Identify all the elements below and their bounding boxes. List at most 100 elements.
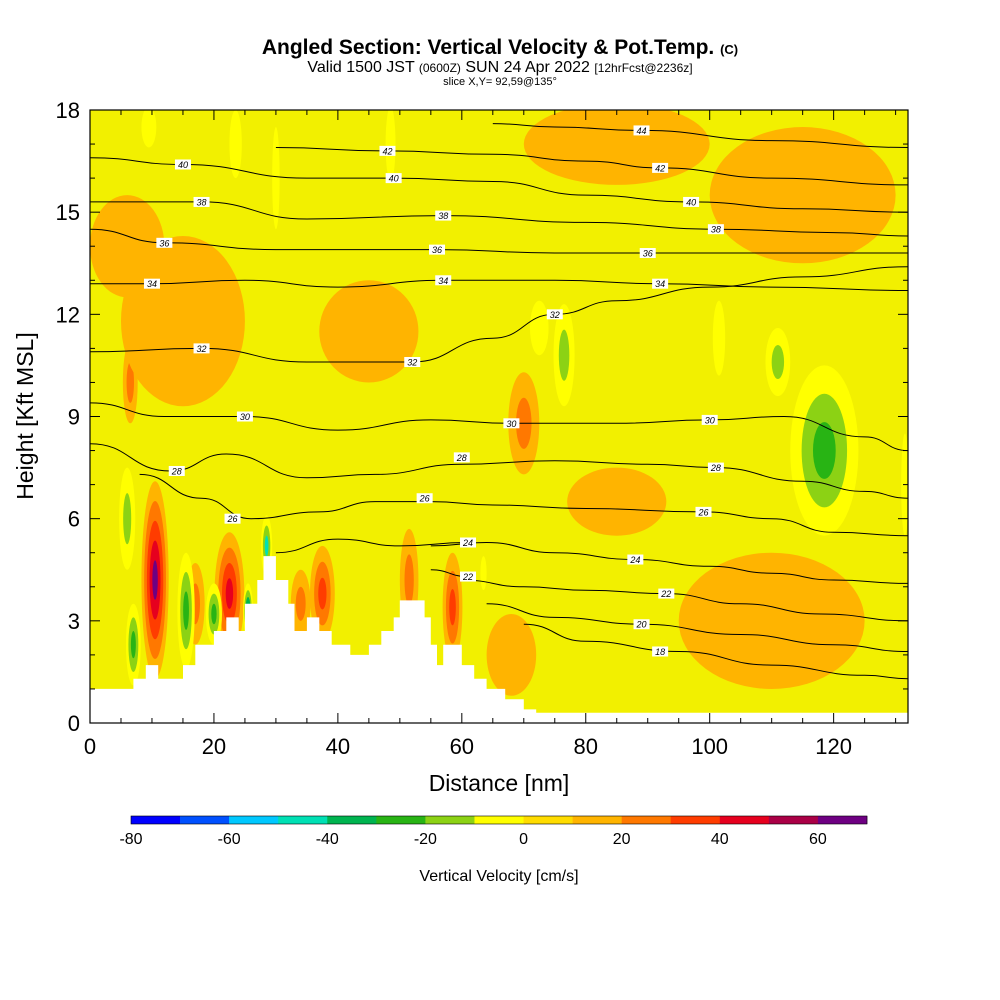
colorbar-swatch (768, 816, 819, 824)
velocity-cell (529, 300, 549, 356)
theta-contour-line (523, 623, 908, 680)
x-tick-label: 80 (574, 734, 598, 759)
velocity-cell (319, 280, 419, 383)
colorbar-swatch (180, 816, 230, 824)
y-tick-label: 6 (68, 507, 80, 532)
theta-contour-label-box (429, 244, 446, 255)
theta-contour-label: 30 (506, 419, 516, 429)
theta-contour-label-box (695, 506, 712, 517)
y-tick-label: 18 (56, 98, 80, 123)
colorbar-swatch (621, 816, 672, 824)
theta-contour-label: 38 (197, 197, 207, 207)
theta-contour-label: 18 (655, 647, 665, 657)
velocity-cell (272, 127, 280, 230)
x-tick-label: 60 (450, 734, 474, 759)
velocity-cell (211, 603, 217, 625)
theta-contour-label-box (236, 411, 253, 422)
theta-contour-label-box (658, 588, 675, 599)
y-tick-label: 12 (56, 302, 80, 327)
theta-contour-line (275, 538, 469, 554)
theta-contour-label: 30 (705, 415, 715, 425)
theta-contour-label: 32 (407, 358, 417, 368)
velocity-cell (812, 422, 836, 479)
theta-contour-label-box (683, 196, 700, 207)
theta-contour-label-box (156, 237, 173, 248)
chart-title-text: Angled Section: Vertical Velocity & Pot.… (261, 36, 715, 59)
velocity-cell (264, 535, 269, 557)
theta-contour-label-box (503, 418, 520, 429)
velocity-cell (123, 493, 132, 545)
velocity-cell (486, 614, 537, 696)
colorbar-swatch (131, 816, 181, 824)
velocity-cell (126, 362, 134, 403)
velocity-cell (449, 589, 456, 626)
theta-contour-label-box (453, 452, 470, 463)
theta-contour-label-box (707, 224, 724, 235)
theta-contour-line (90, 266, 908, 363)
theta-contour-label-box (193, 343, 210, 354)
y-tick-label: 15 (56, 200, 80, 225)
x-tick-label: 0 (84, 734, 96, 759)
velocity-cell (141, 110, 157, 148)
theta-contour-line (492, 123, 908, 148)
velocity-cell (90, 195, 165, 298)
x-tick-label: 100 (691, 734, 728, 759)
colorbar-swatch (523, 816, 573, 824)
theta-contour-label-box (633, 125, 650, 136)
theta-contour-line (430, 541, 908, 584)
terrain (90, 556, 908, 723)
colorbar-tick-label: -60 (218, 831, 241, 848)
theta-contour-label-box (404, 357, 421, 368)
valid-time: Valid 1500 JST (307, 59, 415, 76)
theta-contour-label: 40 (178, 160, 188, 170)
theta-contour-label-box (639, 248, 656, 259)
velocity-cell (225, 578, 234, 609)
colorbar-swatch (719, 816, 770, 824)
theta-contour-label: 42 (382, 146, 392, 156)
theta-contour-label: 42 (655, 163, 665, 173)
velocity-cell (771, 344, 785, 380)
theta-contour-label-box (168, 465, 185, 476)
theta-contour-line (90, 279, 908, 291)
chart-title: Angled Section: Vertical Velocity & Pot.… (0, 36, 1000, 60)
theta-contour-label: 44 (637, 126, 647, 136)
theta-contour-label: 26 (227, 514, 238, 524)
velocity-cell (678, 552, 865, 689)
colorbar-tick-label: 40 (711, 831, 729, 848)
theta-contour-label-box (627, 554, 644, 565)
theta-contour-label: 26 (419, 494, 430, 504)
theta-contour-label-box (546, 309, 563, 320)
theta-contour-label-box (385, 173, 402, 184)
theta-contour-label: 28 (710, 463, 721, 473)
velocity-cell (558, 329, 570, 381)
velocity-cell (567, 467, 667, 536)
theta-contour-label: 28 (171, 466, 182, 476)
theta-contour-label-box (143, 278, 160, 289)
theta-contour-line (90, 228, 908, 254)
theta-contour-label: 24 (462, 538, 473, 548)
theta-contour-label: 34 (147, 279, 157, 289)
theta-contour-label-box (435, 275, 452, 286)
chart-subtitle: Valid 1500 JST (0600Z) SUN 24 Apr 2022 [… (0, 59, 1000, 77)
y-tick-label: 3 (68, 609, 80, 634)
velocity-cell (709, 127, 896, 264)
y-axis-title: Height [Kft MSL] (12, 332, 38, 499)
theta-contour-label: 40 (686, 197, 696, 207)
theta-contour-label: 36 (643, 249, 653, 259)
forecast-info: [12hrFcst@2236z] (594, 61, 693, 75)
velocity-cell (229, 110, 242, 179)
velocity-cell (130, 631, 136, 659)
x-axis-title: Distance [nm] (429, 770, 570, 796)
theta-contour-label: 22 (462, 572, 473, 582)
theta-contour-line (486, 603, 908, 652)
theta-contour-label-box (633, 619, 650, 630)
colorbar-swatch (474, 816, 524, 824)
colorbar-tick-label: 20 (613, 831, 631, 848)
theta-contour-label-box (652, 162, 669, 173)
colorbar-tick-label: 60 (809, 831, 827, 848)
valid-utc: (0600Z) (418, 61, 461, 75)
theta-contour-line (90, 157, 908, 213)
colorbar-swatch (376, 816, 426, 824)
theta-contour-label-box (435, 210, 452, 221)
